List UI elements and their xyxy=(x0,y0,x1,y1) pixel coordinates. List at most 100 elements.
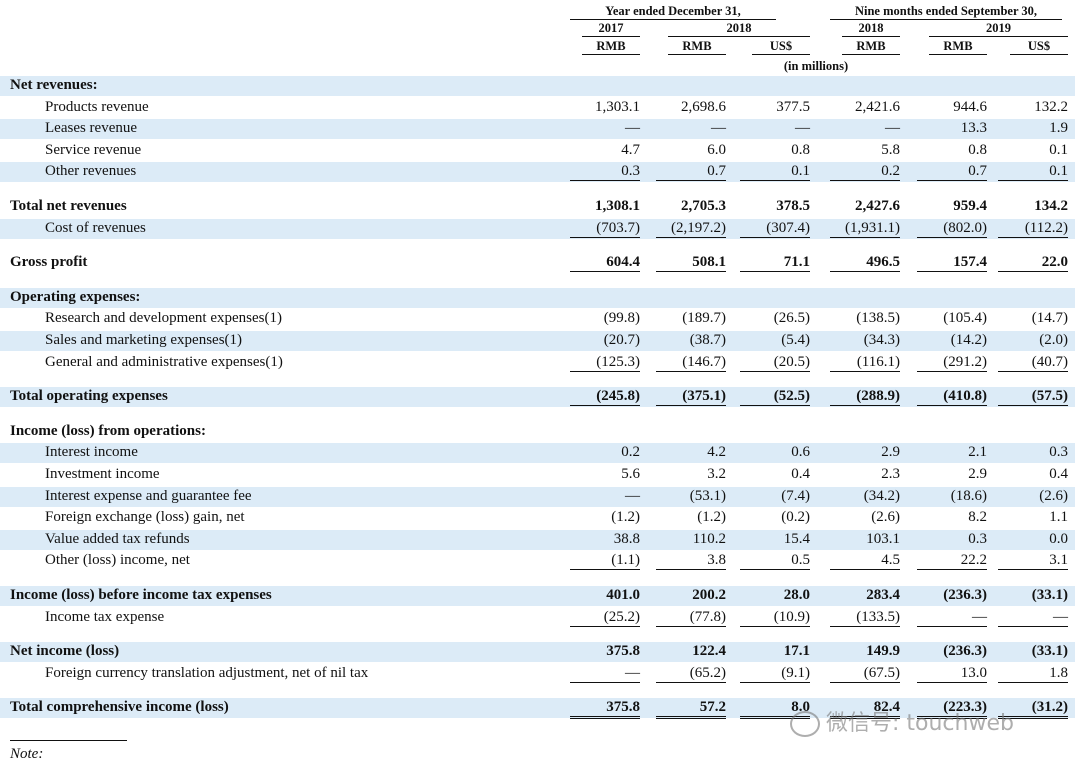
cell: (288.9) xyxy=(830,388,900,407)
table-row: Operating expenses: xyxy=(0,287,1075,308)
year-heading: 2017 xyxy=(582,21,640,37)
row-label: Value added tax refunds xyxy=(45,530,190,547)
cell: — xyxy=(885,120,900,137)
cell: (31.2) xyxy=(998,699,1068,720)
table-row: Total net revenues 1,308.1 2,705.3 378.5 2,4… xyxy=(0,197,1075,217)
cell: (125.3) xyxy=(570,354,640,372)
cell: 4.2 xyxy=(707,444,726,461)
table-row: Gross profit 604.4 508.1 71.1 496.5 157.4 22.0 xyxy=(0,253,1075,273)
cell: (38.7) xyxy=(689,332,726,348)
cell: (802.0) xyxy=(917,220,987,238)
table-row: General and administrative expenses(1) (1… xyxy=(0,353,1075,373)
table-row: Foreign exchange (loss) gain, net (1.2) (1… xyxy=(0,508,1075,528)
cell: 17.1 xyxy=(783,643,810,660)
cell: (133.5) xyxy=(830,609,900,627)
cell: 959.4 xyxy=(953,198,987,214)
cell: 22.2 xyxy=(917,552,987,571)
table-row: Net revenues: xyxy=(0,76,1075,96)
cell: 283.4 xyxy=(866,587,900,603)
row-label: Foreign currency translation adjustment,… xyxy=(45,664,369,681)
cell: 38.8 xyxy=(613,530,640,547)
cell: 378.5 xyxy=(776,198,810,214)
cell: 0.0 xyxy=(1049,530,1068,547)
cell: 0.7 xyxy=(917,163,987,182)
cell: (20.7) xyxy=(603,332,640,348)
cell: (1,931.1) xyxy=(830,220,900,238)
cell: 2,421.6 xyxy=(855,98,900,115)
cell: (57.5) xyxy=(998,388,1068,407)
row-label: General and administrative expenses(1) xyxy=(45,353,283,370)
table-row: Value added tax refunds 38.8 110.2 15.4 103.… xyxy=(0,529,1075,550)
row-label: Research and development expenses(1) xyxy=(45,310,282,327)
table-row: Interest expense and guarantee fee — (53.1… xyxy=(0,486,1075,507)
cell: (2,197.2) xyxy=(656,220,726,238)
currency-heading: RMB xyxy=(929,39,987,55)
cell: 2,427.6 xyxy=(855,198,900,214)
row-label: Leases revenue xyxy=(45,120,138,137)
cell: (146.7) xyxy=(656,354,726,372)
cell: 122.4 xyxy=(692,643,726,660)
watermark: 微信号: touchweb xyxy=(790,705,1014,737)
table-row: Research and development expenses(1) (99.… xyxy=(0,309,1075,329)
cell: 375.8 xyxy=(570,699,640,720)
cell: 496.5 xyxy=(830,254,900,273)
row-label: Other (loss) income, net xyxy=(45,552,190,569)
row-label: Products revenue xyxy=(45,98,149,115)
cell: 0.2 xyxy=(621,444,640,461)
cell: 2.1 xyxy=(968,444,987,461)
cell: 3.1 xyxy=(998,552,1068,571)
cell: (7.4) xyxy=(781,487,810,504)
row-label: Cost of revenues xyxy=(45,219,146,236)
cell: 82.4 xyxy=(830,699,900,720)
cell: (105.4) xyxy=(943,310,987,327)
table-row: Income tax expense (25.2) (77.8) (10.9) (133… xyxy=(0,608,1075,628)
cell: — xyxy=(998,609,1068,627)
cell: 110.2 xyxy=(692,530,726,547)
cell: 132.2 xyxy=(1034,98,1068,115)
table-row: Net income (loss) 375.8 122.4 17.1 149.9 (236… xyxy=(0,642,1075,663)
cell: (189.7) xyxy=(682,310,726,327)
cell: (112.2) xyxy=(998,220,1068,238)
cell: (25.2) xyxy=(570,609,640,627)
cell: (65.2) xyxy=(656,665,726,683)
year-heading: 2018 xyxy=(668,21,810,37)
cell: (5.4) xyxy=(781,332,810,348)
cell: 944.6 xyxy=(953,98,987,115)
cell: (138.5) xyxy=(856,310,900,327)
row-label: Income (loss) before income tax expenses xyxy=(10,587,272,603)
cell: (10.9) xyxy=(740,609,810,627)
cell: (34.2) xyxy=(863,487,900,504)
cell: 149.9 xyxy=(866,643,900,660)
cell: 22.0 xyxy=(998,254,1068,273)
cell: 2,705.3 xyxy=(681,198,726,214)
cell: (52.5) xyxy=(740,388,810,407)
cell: (410.8) xyxy=(917,388,987,407)
table-row: Total operating expenses (245.8) (375.1) (5… xyxy=(0,387,1075,408)
cell: 0.7 xyxy=(656,163,726,182)
row-label: Total operating expenses xyxy=(10,388,168,405)
cell: (307.4) xyxy=(740,220,810,238)
cell: (0.2) xyxy=(781,509,810,526)
cell: 1,308.1 xyxy=(595,198,640,214)
row-label: Sales and marketing expenses(1) xyxy=(45,332,243,348)
cell: 0.1 xyxy=(1049,141,1068,158)
cell: 6.0 xyxy=(707,141,726,158)
cell: — xyxy=(711,120,726,137)
cell: 3.8 xyxy=(656,552,726,571)
row-label: Operating expenses: xyxy=(10,288,141,305)
cell: — xyxy=(570,665,640,683)
row-label: Service revenue xyxy=(45,141,142,158)
cell: (1.2) xyxy=(611,509,640,526)
cell: 134.2 xyxy=(1034,198,1068,214)
cell: 200.2 xyxy=(692,587,726,603)
cell: 5.6 xyxy=(621,466,640,482)
watermark-text: 微信号: touchweb xyxy=(826,711,1014,736)
table-row: Income (loss) from operations: xyxy=(0,422,1075,442)
cell: (1.2) xyxy=(697,509,726,526)
row-label: Income (loss) from operations: xyxy=(10,422,206,439)
cell: (20.5) xyxy=(740,354,810,372)
cell: (236.3) xyxy=(943,643,987,660)
units: (in millions) xyxy=(783,59,849,73)
cell: 1.1 xyxy=(1049,509,1068,526)
